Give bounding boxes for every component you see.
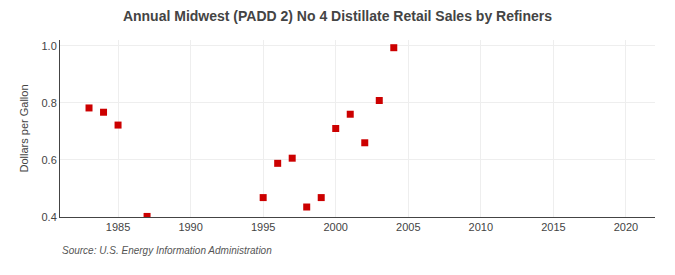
svg-text:Source: U.S. Energy Informatio: Source: U.S. Energy Information Administ…	[62, 245, 272, 256]
svg-text:Dollars per Gallon: Dollars per Gallon	[18, 84, 30, 172]
svg-text:2000: 2000	[323, 221, 347, 233]
svg-text:1.0: 1.0	[42, 40, 57, 52]
svg-text:2020: 2020	[614, 221, 638, 233]
svg-text:0.4: 0.4	[42, 211, 57, 223]
svg-text:2005: 2005	[396, 221, 420, 233]
svg-text:2010: 2010	[469, 221, 493, 233]
svg-text:0.6: 0.6	[42, 154, 57, 166]
svg-text:Annual Midwest (PADD 2) No 4 D: Annual Midwest (PADD 2) No 4 Distillate …	[123, 8, 552, 24]
svg-text:1990: 1990	[178, 221, 202, 233]
svg-text:1985: 1985	[106, 221, 130, 233]
svg-text:0.8: 0.8	[42, 97, 57, 109]
svg-text:2015: 2015	[541, 221, 565, 233]
svg-text:1995: 1995	[251, 221, 275, 233]
